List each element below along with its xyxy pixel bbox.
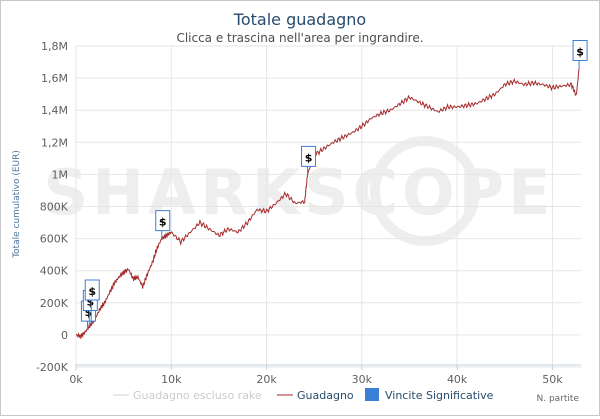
y-tick-label-7: 1,2M [41,136,68,149]
y-tick-label-0: -200K [36,361,69,374]
significant-win-symbol-4: $ [305,151,313,164]
y-tick-label-5: 800K [40,201,69,214]
x-tick-label-3: 30k [352,373,373,386]
y-tick-label-9: 1,6M [41,72,68,85]
y-gridlines [76,45,581,368]
legend-item-guadagno[interactable]: Guadagno [277,389,354,402]
legend-label-guadagno-escluso-rake: Guadagno escluso rake [133,389,262,402]
legend: Guadagno escluso rake Guadagno Vincite S… [113,388,494,402]
y-tick-label-1: 0 [61,329,68,342]
legend-item-guadagno-escluso-rake[interactable]: Guadagno escluso rake [113,389,262,402]
y-tick-label-8: 1,4M [41,104,68,117]
significant-win-symbol-5: $ [576,45,584,58]
chart-title: Totale guadagno [233,10,366,29]
chart-subtitle: Clicca e trascina nell'area per ingrandi… [176,31,423,45]
significant-win-flag-4 [301,145,317,175]
y-axis-label: Totale cumulativo (EUR) [12,150,22,259]
y-tick-labels: -200K 0 200K 400K 600K 800K 1M 1,2M 1,4M 1,6M 1,8M [36,40,69,374]
significant-win-symbol-1: $ [87,296,95,309]
y-tick-label-6: 1M [52,168,69,181]
significant-win-symbol-3: $ [159,216,167,229]
series-line-guadagno [75,68,580,339]
significant-win-marker-4[interactable]: $ [301,145,317,175]
y-tick-label-4: 600K [40,233,69,246]
significant-win-marker-5[interactable]: $ [572,39,588,69]
x-tick-label-4: 40k [447,373,468,386]
significant-win-flag-2 [84,279,100,324]
markers-layer: $$$$$$ [80,39,588,330]
x-tick-labels: 0k 10k 20k 30k 40k 50k [69,373,563,386]
y-tick-label-3: 400K [40,265,69,278]
watermark-scope-ring [370,136,480,246]
y-tick-label-10: 1,8M [41,40,68,53]
significant-win-symbol-2: $ [88,285,96,298]
legend-label-guadagno: Guadagno [297,389,354,402]
significant-win-marker-3[interactable]: $ [155,210,171,239]
x-tick-label-1: 10k [161,373,182,386]
legend-label-vincite-significative: Vincite Significative [385,389,494,402]
x-axis-label: N. partite [537,394,580,404]
significant-win-marker-2[interactable]: $ [84,279,100,324]
x-tick-label-5: 50k [542,373,563,386]
legend-item-vincite-significative[interactable]: Vincite Significative [365,388,494,402]
watermark: SHARKSCOPE [44,136,550,246]
legend-swatch-vincite-significative [365,388,379,401]
series-layer [75,68,580,339]
x-tick-label-0: 0k [69,373,83,386]
x-gridlines [75,46,553,370]
significant-win-flag-3 [155,210,171,239]
significant-win-symbol-0: $ [85,306,93,319]
x-tick-label-2: 20k [256,373,277,386]
y-tick-label-2: 200K [40,297,69,310]
significant-win-flag-5 [572,39,588,69]
